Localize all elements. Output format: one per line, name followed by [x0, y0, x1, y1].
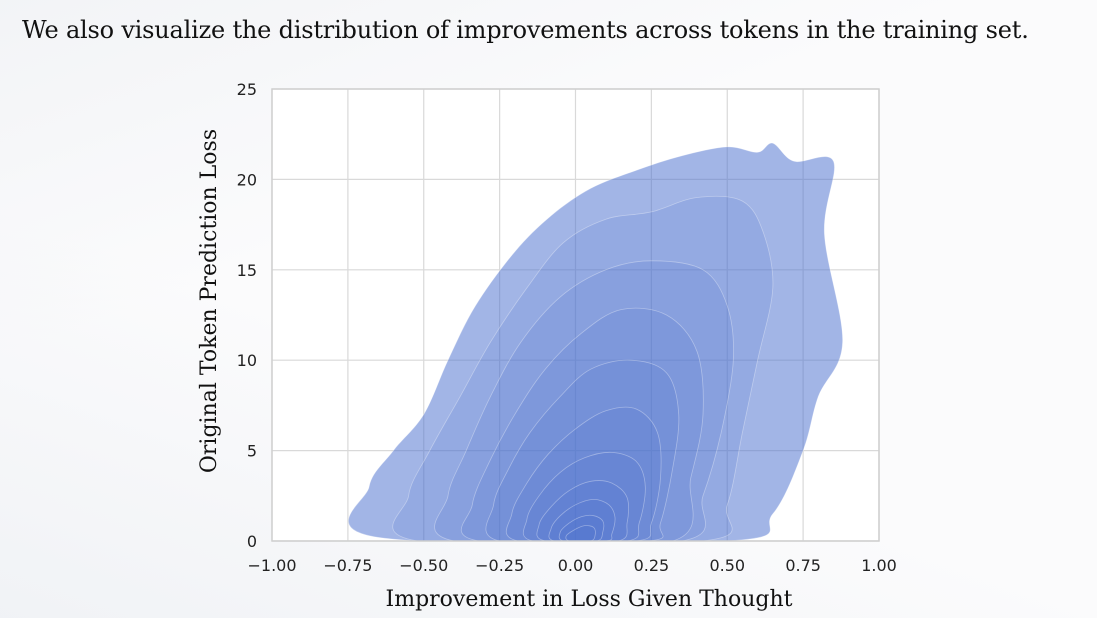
x-tick-label: 1.00	[861, 556, 897, 575]
density-contour-level-9	[548, 498, 616, 541]
density-contour-level-5	[485, 359, 680, 541]
y-tick-label: 0	[247, 532, 257, 551]
x-tick-label: −0.75	[323, 556, 372, 575]
plot-frame	[271, 88, 880, 542]
x-tick-label: 0.50	[709, 556, 745, 575]
density-contour-level-11	[565, 525, 596, 541]
density-contour-level-1	[348, 142, 844, 541]
contours	[348, 142, 844, 541]
x-tick-label: 0.00	[558, 556, 594, 575]
density-contour-level-6	[505, 406, 662, 541]
y-tick-label: 15	[237, 261, 257, 280]
x-tick-label: 0.25	[634, 556, 670, 575]
y-tick-label: 25	[237, 80, 257, 99]
y-tick-label: 10	[237, 351, 257, 370]
density-contour-level-3	[434, 260, 734, 541]
x-tick-labels: −1.00 −0.75 −0.50 −0.25 0.00 0.25 0.50 0.75 1.00	[247, 556, 896, 575]
density-contour-level-8	[536, 480, 629, 541]
density-contour-level-10	[558, 514, 605, 541]
density-contour-level-4	[461, 307, 704, 541]
y-tick-label: 20	[237, 170, 257, 189]
x-axis-label: Improvement in Loss Given Thought	[386, 587, 793, 612]
x-tick-label: 0.75	[785, 556, 821, 575]
x-tick-label: −1.00	[247, 556, 296, 575]
density-contour-level-2	[392, 195, 774, 541]
y-axis-label: Original Token Prediction Loss	[197, 129, 222, 473]
x-tick-label: −0.25	[475, 556, 524, 575]
y-tick-label: 5	[247, 442, 257, 461]
y-tick-labels: 0 5 10 15 20 25	[237, 80, 257, 551]
x-tick-label: −0.50	[399, 556, 448, 575]
caption-text: We also visualize the distribution of im…	[22, 16, 1029, 44]
density-contour-level-7	[522, 451, 646, 541]
